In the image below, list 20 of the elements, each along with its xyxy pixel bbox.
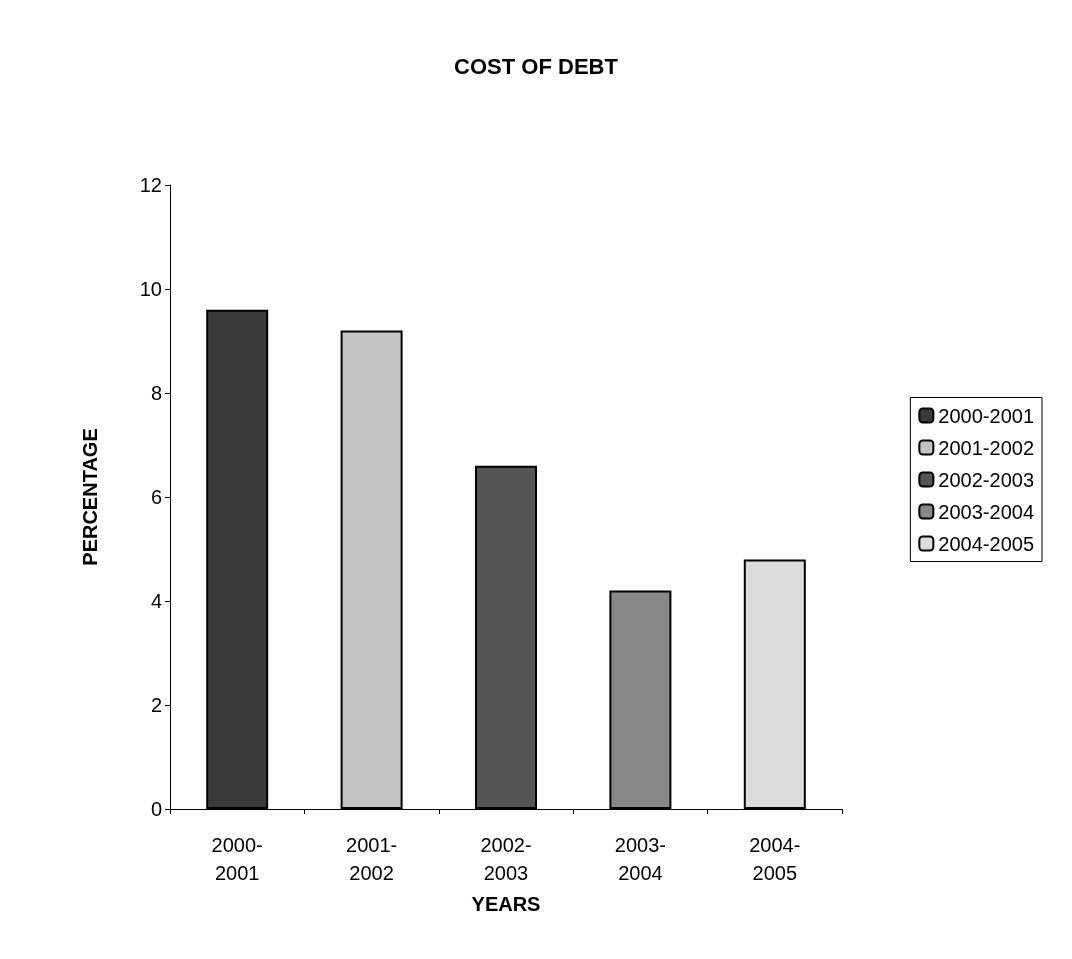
x-tick-label: 2001- 2002 — [346, 834, 398, 884]
y-tick-label: 12 — [139, 174, 162, 196]
y-tick-label: 4 — [150, 590, 162, 612]
x-tick-label: 2004- 2005 — [749, 834, 801, 884]
legend-label: 2001-2002 — [938, 436, 1035, 459]
y-tick-label: 0 — [150, 798, 162, 820]
y-tick-label: 8 — [150, 382, 162, 404]
y-tick-label: 6 — [150, 486, 162, 508]
y-tick-label: 2 — [150, 694, 162, 716]
legend-label: 2004-2005 — [938, 532, 1035, 555]
y-axis-title: PERCENTAGE — [79, 428, 101, 566]
y-tick-label: 10 — [139, 278, 162, 300]
legend-label: 2003-2004 — [938, 500, 1035, 523]
legend-label: 2000-2001 — [938, 404, 1035, 427]
legend-label: 2002-2003 — [938, 468, 1035, 491]
chart-title: COST OF DEBT — [454, 53, 619, 79]
x-tick-label: 2000- 2001 — [211, 834, 263, 884]
x-tick-label: 2002- 2003 — [480, 834, 532, 884]
x-axis-title: YEARS — [471, 893, 541, 915]
x-tick-label: 2003- 2004 — [614, 834, 666, 884]
